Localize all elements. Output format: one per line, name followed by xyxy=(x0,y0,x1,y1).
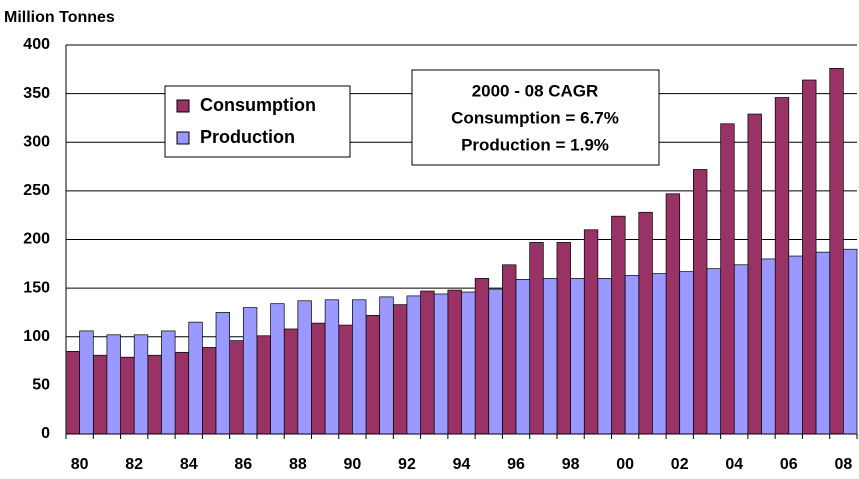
bar xyxy=(802,79,817,435)
legend-box xyxy=(164,85,351,158)
y-tick-label: 250 xyxy=(23,182,50,199)
bar xyxy=(733,264,749,435)
legend-label: Production xyxy=(200,127,295,147)
bar xyxy=(542,278,558,435)
bar xyxy=(242,307,258,435)
annotation-box xyxy=(411,69,660,166)
x-tick-label: 82 xyxy=(125,456,143,473)
y-tick-label: 200 xyxy=(23,231,50,248)
bar xyxy=(720,123,735,435)
annotation: 2000 - 08 CAGR xyxy=(472,81,599,100)
y-tick-label: 0 xyxy=(41,425,50,442)
bar xyxy=(774,97,790,435)
bar xyxy=(597,278,612,435)
bar xyxy=(365,315,381,435)
bar xyxy=(679,271,694,435)
bar xyxy=(120,356,135,435)
y-tick-label: 350 xyxy=(23,85,50,102)
x-tick-label: 98 xyxy=(562,456,580,473)
bar xyxy=(215,312,231,435)
bar xyxy=(297,300,312,435)
bar xyxy=(229,340,244,435)
legend-label: Consumption xyxy=(200,95,316,115)
bar xyxy=(406,295,421,435)
x-tick-label: 92 xyxy=(398,456,416,473)
x-tick-label: 02 xyxy=(671,456,689,473)
bar xyxy=(174,351,190,435)
bar xyxy=(529,242,544,435)
x-tick-label: 90 xyxy=(343,456,361,473)
bar xyxy=(392,304,408,435)
bar xyxy=(283,328,299,435)
bar xyxy=(706,268,721,435)
bar xyxy=(761,258,776,435)
x-tick-label: 80 xyxy=(71,456,89,473)
annotation: Consumption = 6.7% xyxy=(451,108,619,127)
annotation: Production = 1.9% xyxy=(461,135,609,154)
bar xyxy=(188,321,203,435)
x-tick-label: 86 xyxy=(234,456,252,473)
x-tick-label: 94 xyxy=(453,456,471,473)
bar xyxy=(488,288,503,435)
bar xyxy=(256,335,271,435)
bar xyxy=(815,251,831,435)
bar xyxy=(665,193,681,435)
bar xyxy=(515,279,531,435)
bar xyxy=(79,330,94,435)
y-tick-label: 300 xyxy=(23,133,50,150)
bar xyxy=(611,215,626,435)
bar xyxy=(556,242,571,435)
bar xyxy=(638,211,653,435)
bar xyxy=(270,303,285,435)
y-tick-label: 400 xyxy=(23,36,50,53)
bar xyxy=(692,169,708,435)
legend-swatch xyxy=(176,99,190,113)
bar xyxy=(324,299,340,435)
bar xyxy=(352,299,367,435)
legend-swatch xyxy=(176,131,190,145)
bar xyxy=(433,293,449,435)
bar xyxy=(843,248,858,435)
x-tick-label: 96 xyxy=(507,456,525,473)
bar xyxy=(829,67,844,435)
bar xyxy=(92,354,108,435)
bar xyxy=(474,278,490,435)
x-tick-label: 04 xyxy=(725,456,743,473)
bar xyxy=(461,291,476,435)
bar xyxy=(570,278,585,435)
bar xyxy=(133,334,149,435)
x-tick-label: 84 xyxy=(180,456,198,473)
x-tick-label: 88 xyxy=(289,456,307,473)
bar xyxy=(420,290,435,435)
x-tick-label: 06 xyxy=(780,456,798,473)
bar xyxy=(106,334,121,435)
bar xyxy=(311,322,326,435)
bar xyxy=(161,330,176,435)
bar xyxy=(583,229,599,435)
y-tick-label: 150 xyxy=(23,279,50,296)
bar xyxy=(502,264,517,435)
y-tick-label: 100 xyxy=(23,328,50,345)
bar xyxy=(624,275,640,435)
x-tick-label: 00 xyxy=(616,456,634,473)
y-axis-title: Million Tonnes xyxy=(4,9,115,26)
x-tick-label: 08 xyxy=(834,456,852,473)
y-tick-label: 50 xyxy=(32,377,50,394)
bar xyxy=(147,354,162,435)
bar xyxy=(747,113,762,435)
bar xyxy=(338,324,353,435)
bar xyxy=(65,350,80,435)
bar xyxy=(447,289,462,435)
bar xyxy=(379,296,394,435)
bar xyxy=(788,255,803,435)
bar xyxy=(652,273,667,435)
bar xyxy=(202,347,217,435)
